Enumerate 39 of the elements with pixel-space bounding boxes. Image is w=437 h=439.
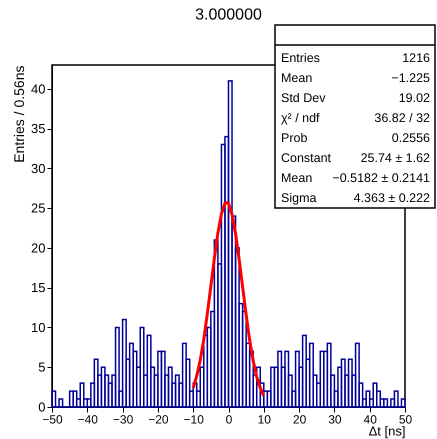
chart-title: 3.000000 xyxy=(195,6,262,24)
x-tick-label: 0 xyxy=(226,412,233,426)
annotation: Mean xyxy=(281,171,312,185)
text: Entries xyxy=(281,51,320,65)
x-tick-label: −50 xyxy=(42,412,63,426)
annotation: 19.02 xyxy=(398,91,430,105)
y-tick-label: 10 xyxy=(31,320,46,335)
y-tick-label: 30 xyxy=(31,160,46,176)
y-tick-label: 0 xyxy=(38,400,46,414)
annotation: Prob xyxy=(281,131,308,145)
y-axis-title: Entries / 0.56ns xyxy=(11,66,28,163)
x-tick-label: 30 xyxy=(328,412,342,426)
y-tick-label: 35 xyxy=(31,121,46,136)
x-tick-label: 50 xyxy=(398,412,412,426)
x-axis-title: Δt [ns] xyxy=(368,424,406,438)
annotation: −1.225 xyxy=(391,71,430,85)
x-tick-label: −10 xyxy=(184,412,204,426)
text: 1216 xyxy=(402,51,430,65)
annotation: Mean xyxy=(281,71,312,85)
y-tick-label: 40 xyxy=(31,81,46,96)
annotation: 0.2556 xyxy=(392,131,430,145)
x-tick-label: 10 xyxy=(258,412,272,426)
x-tick-label: −40 xyxy=(78,412,98,426)
annotation: 25.74 ± 1.62 xyxy=(360,151,430,165)
y-tick-label: 25 xyxy=(31,200,46,216)
x-tick-label: 20 xyxy=(292,412,307,426)
x-tick-label: 40 xyxy=(364,412,378,426)
annotation: Sigma xyxy=(281,191,316,205)
annotation: 4.363 ± 0.222 xyxy=(354,191,430,205)
annotation: χ² / ndf xyxy=(281,111,320,125)
x-tick-label: −20 xyxy=(148,412,169,426)
y-tick-label: 5 xyxy=(38,360,46,375)
annotation: Constant xyxy=(281,151,332,165)
annotation: 36.82 / 32 xyxy=(374,111,430,125)
annotation: −0.5182 ± 0.2141 xyxy=(332,171,430,185)
y-tick-label: 20 xyxy=(31,240,46,256)
annotation: Std Dev xyxy=(281,91,326,105)
x-tick-label: −30 xyxy=(112,412,134,426)
y-tick-label: 15 xyxy=(31,280,46,296)
